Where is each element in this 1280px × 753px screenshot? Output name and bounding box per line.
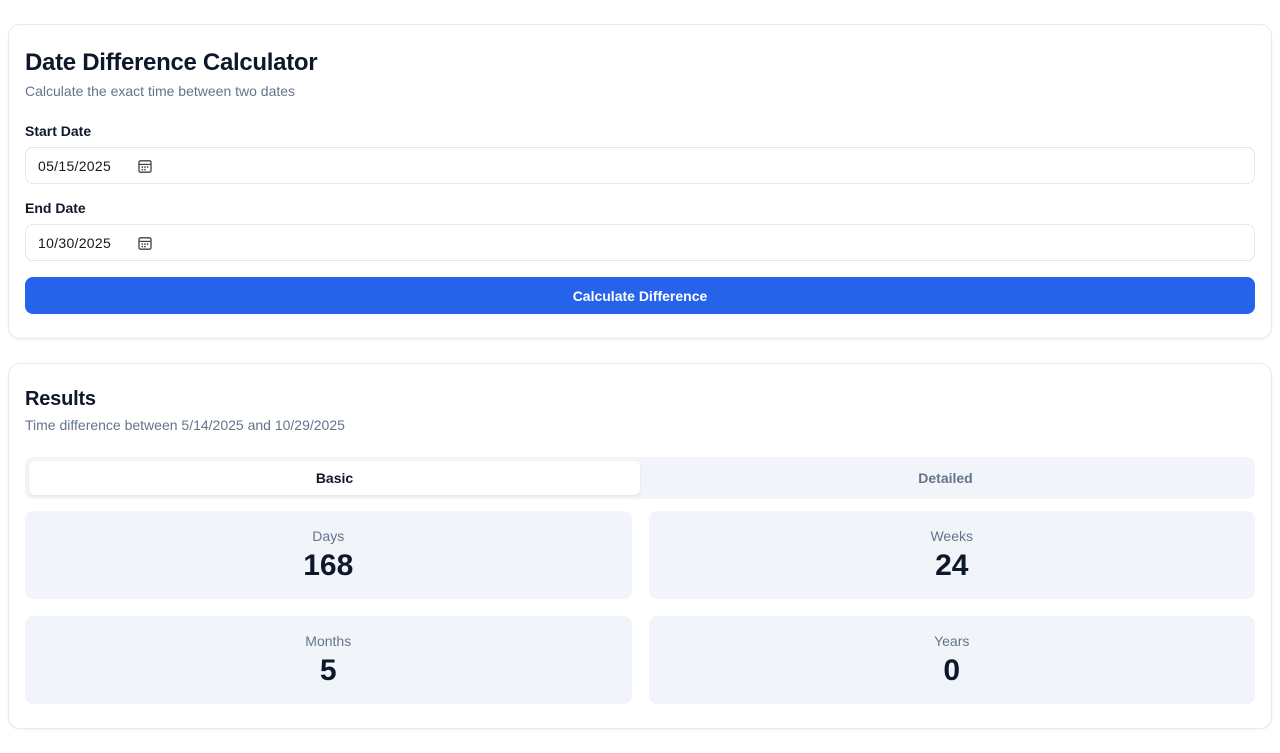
end-date-input[interactable]: 10/30/2025 <box>25 224 1255 261</box>
stat-label: Weeks <box>930 528 974 544</box>
results-subtitle: Time difference between 5/14/2025 and 10… <box>25 417 345 433</box>
stat-years: Years 0 <box>648 616 1255 704</box>
end-date-value: 10/30/2025 <box>38 234 112 251</box>
page-title: Date Difference Calculator <box>25 49 318 76</box>
calculate-button[interactable]: Calculate Difference <box>25 277 1255 314</box>
stat-label: Years <box>934 633 970 649</box>
stats-grid: Days 168 Weeks 24 Months 5 Years 0 <box>25 511 1255 704</box>
calendar-icon[interactable] <box>137 235 153 251</box>
stat-value: 24 <box>935 549 969 582</box>
tab-detailed[interactable]: Detailed <box>640 461 1251 495</box>
stat-value: 0 <box>943 654 961 687</box>
stat-label: Months <box>305 633 352 649</box>
tab-basic[interactable]: Basic <box>29 461 640 495</box>
results-card: Results Time difference between 5/14/202… <box>8 363 1272 729</box>
results-title: Results <box>25 388 96 410</box>
calculator-card: Date Difference Calculator Calculate the… <box>8 24 1272 339</box>
start-date-label: Start Date <box>25 123 92 139</box>
stat-days: Days 168 <box>25 511 632 599</box>
stat-weeks: Weeks 24 <box>648 511 1255 599</box>
calendar-icon[interactable] <box>137 158 153 174</box>
stat-label: Days <box>312 528 345 544</box>
results-tabs: Basic Detailed <box>25 457 1255 499</box>
stat-value: 168 <box>303 549 354 582</box>
calculator-subtitle: Calculate the exact time between two dat… <box>25 83 296 99</box>
end-date-label: End Date <box>25 200 86 216</box>
stat-months: Months 5 <box>25 616 632 704</box>
start-date-input[interactable]: 05/15/2025 <box>25 147 1255 184</box>
start-date-value: 05/15/2025 <box>38 157 112 174</box>
stat-value: 5 <box>319 654 337 687</box>
